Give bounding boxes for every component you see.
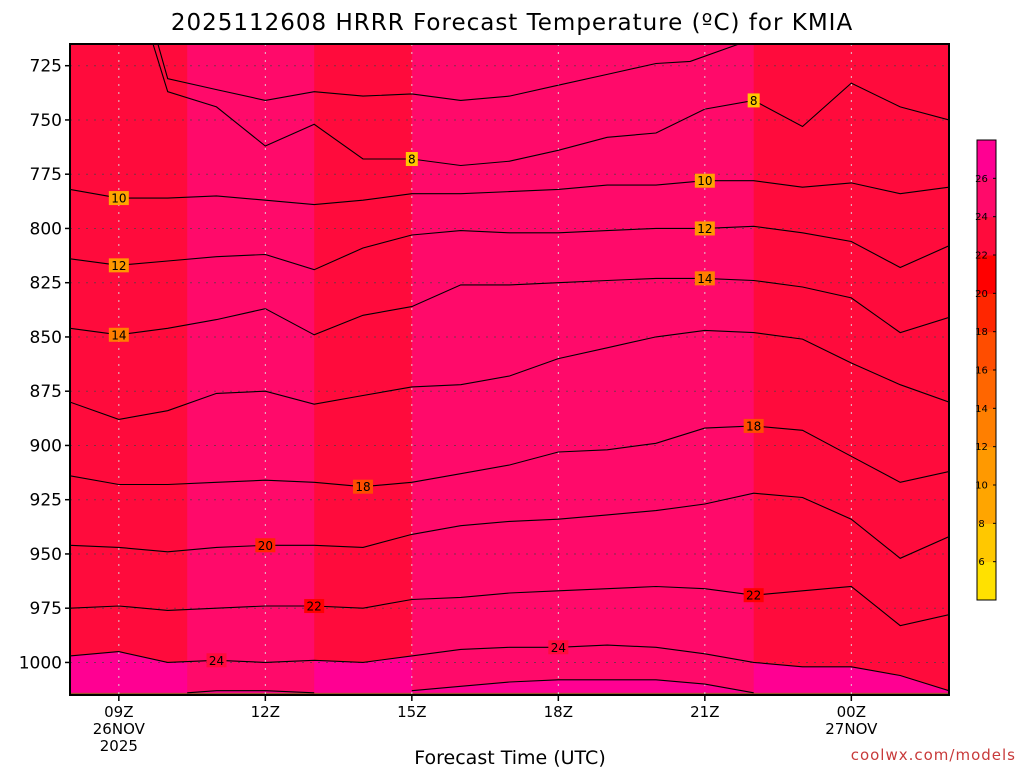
colorbar-label-12: 12	[975, 442, 988, 453]
colorbar-legend: 6 8 10 12 14 16 18 20 22 24 26	[975, 140, 996, 601]
x-tick-label-9-1: 26NOV	[93, 720, 146, 738]
x-tick-label-15-0: 15Z	[397, 703, 426, 721]
colorbar-label-6: 6	[978, 557, 984, 568]
colorbar-label-20: 20	[975, 289, 988, 300]
contour-label-14: 14	[111, 328, 126, 342]
y-tick-label-775: 775	[30, 165, 62, 185]
x-tick-label-12-0: 12Z	[251, 703, 280, 721]
x-tick-label-21-0: 21Z	[690, 703, 719, 721]
y-tick-label-800: 800	[30, 219, 62, 239]
fill-band-26	[412, 44, 754, 693]
y-tick-label-850: 850	[30, 328, 62, 348]
contour-label-22: 22	[307, 600, 322, 614]
contour-label-10: 10	[111, 192, 126, 206]
temperature-cross-section-chart: 2025112608 HRRR Forecast Temperature (ºC…	[0, 0, 1024, 768]
contour-label-12: 12	[111, 259, 126, 273]
x-tick-label-9-2: 2025	[100, 737, 138, 755]
contour-label-14: 14	[697, 272, 712, 286]
contour-label-18: 18	[746, 419, 761, 433]
x-tick-label-9-0: 09Z	[104, 703, 133, 721]
colorbar-label-22: 22	[975, 251, 988, 262]
contour-label-8: 8	[408, 153, 416, 167]
colorbar-label-18: 18	[975, 327, 988, 338]
y-tick-label-925: 925	[30, 491, 62, 511]
colorbar-label-26: 26	[975, 174, 988, 185]
contour-label-24: 24	[551, 641, 566, 655]
y-tick-label-725: 725	[30, 57, 62, 77]
x-tick-label-24-0: 00Z	[837, 703, 866, 721]
contour-label-10: 10	[697, 174, 712, 188]
x-tick-label-18-0: 18Z	[544, 703, 573, 721]
x-axis-label: Forecast Time (UTC)	[414, 747, 605, 768]
fill-band-26	[187, 44, 314, 693]
contour-label-8: 8	[750, 94, 758, 108]
y-tick-label-825: 825	[30, 274, 62, 294]
contour-label-22: 22	[746, 589, 761, 603]
chart-title: 2025112608 HRRR Forecast Temperature (ºC…	[171, 10, 853, 36]
contour-label-20: 20	[258, 539, 273, 553]
colorbar-label-8: 8	[978, 519, 984, 530]
y-axis-pressure: 725 750 775 800 825 850 875 900 925 950 975 1000	[19, 57, 70, 674]
y-tick-label-950: 950	[30, 545, 62, 565]
contour-label-24: 24	[209, 654, 224, 668]
colorbar-label-14: 14	[975, 404, 988, 415]
x-tick-label-24-1: 27NOV	[825, 720, 878, 738]
contour-label-18: 18	[355, 480, 370, 494]
colorbar-label-10: 10	[975, 481, 988, 492]
credit-text: coolwx.com/models	[851, 746, 1016, 764]
y-tick-label-1000: 1000	[19, 653, 62, 673]
contour-label-12: 12	[697, 222, 712, 236]
colorbar-label-16: 16	[975, 366, 988, 377]
y-tick-label-975: 975	[30, 599, 62, 619]
colorbar-label-24: 24	[975, 212, 988, 223]
y-tick-label-875: 875	[30, 382, 62, 402]
temperature-fill-bands	[70, 44, 949, 695]
y-tick-label-900: 900	[30, 436, 62, 456]
y-tick-label-750: 750	[30, 111, 62, 131]
